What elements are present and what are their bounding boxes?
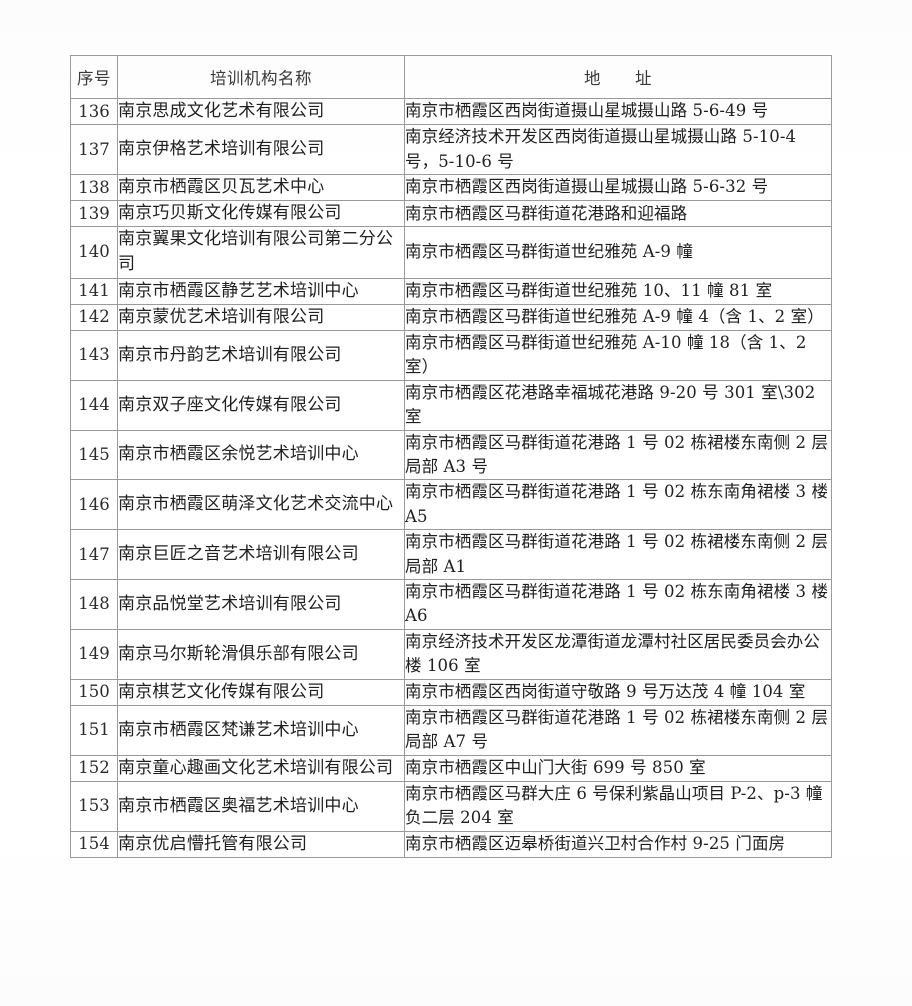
cell-institution-name: 南京市栖霞区静艺艺术培训中心 — [117, 277, 405, 305]
cell-institution-name: 南京马尔斯轮滑俱乐部有限公司 — [117, 628, 405, 680]
cell-address: 南京市栖霞区西岗街道守敬路 9 号万达茂 4 幢 104 室 — [404, 678, 832, 706]
cell-sequence: 143 — [70, 329, 118, 381]
cell-institution-name: 南京童心趣画文化艺术培训有限公司 — [117, 754, 405, 782]
column-header-sequence: 序号 — [70, 55, 118, 99]
table-row: 150 南京棋艺文化传媒有限公司 南京市栖霞区西岗街道守敬路 9 号万达茂 4 幢 … — [70, 678, 832, 706]
cell-institution-name: 南京棋艺文化传媒有限公司 — [117, 678, 405, 706]
cell-address: 南京经济技术开发区西岗街道摄山星城摄山路 5-10-4 号，5-10-6 号 — [404, 124, 832, 175]
cell-institution-name: 南京伊格艺术培训有限公司 — [117, 124, 405, 175]
table-row: 154 南京优启懵托管有限公司 南京市栖霞区迈皋桥街道兴卫村合作村 9-25 门面房 — [70, 830, 832, 858]
cell-sequence: 141 — [70, 277, 118, 305]
cell-sequence: 149 — [70, 628, 118, 680]
cell-address: 南京经济技术开发区龙潭街道龙潭村社区居民委员会办公楼 106 室 — [404, 628, 832, 680]
table-row: 148 南京品悦堂艺术培训有限公司 南京市栖霞区马群街道花港路 1 号 02 栋东南… — [70, 578, 832, 630]
cell-address: 南京市栖霞区马群街道花港路 1 号 02 栋裙楼东南侧 2 层局部 A1 — [404, 529, 832, 580]
table-row: 136 南京思成文化艺术有限公司 南京市栖霞区西岗街道摄山星城摄山路 5-6-49 … — [70, 97, 832, 126]
column-header-address: 地址 — [404, 55, 832, 99]
table-row: 152 南京童心趣画文化艺术培训有限公司 南京市栖霞区中山门大街 699 号 850… — [70, 754, 832, 782]
cell-institution-name: 南京市丹韵艺术培训有限公司 — [117, 329, 405, 381]
cell-address: 南京市栖霞区马群街道花港路和迎福路 — [404, 200, 832, 228]
cell-institution-name: 南京翼果文化培训有限公司第二分公司 — [117, 226, 405, 279]
cell-sequence: 147 — [70, 529, 118, 580]
address-header-left: 地 — [584, 69, 601, 88]
table-header-row: 序号 培训机构名称 地址 — [70, 55, 832, 99]
cell-address: 南京市栖霞区中山门大街 699 号 850 室 — [404, 754, 832, 782]
cell-institution-name: 南京市栖霞区余悦艺术培训中心 — [117, 429, 405, 481]
cell-address: 南京市栖霞区马群大庄 6 号保利紫晶山项目 P-2、p-3 幢负二层 204 室 — [404, 780, 832, 832]
cell-institution-name: 南京巨匠之音艺术培训有限公司 — [117, 529, 405, 580]
table-row: 141 南京市栖霞区静艺艺术培训中心 南京市栖霞区马群街道世纪雅苑 10、11 幢 … — [70, 277, 832, 305]
table-row: 138 南京市栖霞区贝瓦艺术中心 南京市栖霞区西岗街道摄山星城摄山路 5-6-32 … — [70, 173, 832, 202]
cell-sequence: 140 — [70, 226, 118, 279]
address-header-right: 址 — [635, 69, 652, 88]
cell-address: 南京市栖霞区花港路幸福城花港路 9-20 号 301 室\302 室 — [404, 379, 832, 431]
table-row: 151 南京市栖霞区梵谦艺术培训中心 南京市栖霞区马群街道花港路 1 号 02 栋裙… — [70, 704, 832, 756]
cell-sequence: 152 — [70, 754, 118, 782]
table-body: 136 南京思成文化艺术有限公司 南京市栖霞区西岗街道摄山星城摄山路 5-6-49 … — [70, 97, 832, 858]
cell-institution-name: 南京市栖霞区梵谦艺术培训中心 — [117, 704, 405, 756]
cell-address: 南京市栖霞区马群街道花港路 1 号 02 栋东南角裙楼 3 楼 A5 — [404, 479, 832, 531]
table-row: 140 南京翼果文化培训有限公司第二分公司 南京市栖霞区马群街道世纪雅苑 A-9 幢 — [70, 226, 832, 279]
table-row: 137 南京伊格艺术培训有限公司 南京经济技术开发区西岗街道摄山星城摄山路 5-10… — [70, 124, 832, 175]
cell-sequence: 136 — [70, 97, 118, 126]
cell-address: 南京市栖霞区马群街道花港路 1 号 02 栋裙楼东南侧 2 层局部 A7 号 — [404, 704, 832, 756]
cell-address: 南京市栖霞区马群街道世纪雅苑 10、11 幢 81 室 — [404, 277, 832, 305]
training-institutions-table: 序号 培训机构名称 地址 136 南京思成文化艺术有限公司 南京市栖霞区西岗街道摄山… — [70, 55, 832, 858]
cell-sequence: 153 — [70, 780, 118, 832]
cell-institution-name: 南京优启懵托管有限公司 — [117, 830, 405, 858]
cell-sequence: 150 — [70, 678, 118, 706]
cell-sequence: 138 — [70, 173, 118, 202]
table-row: 147 南京巨匠之音艺术培训有限公司 南京市栖霞区马群街道花港路 1 号 02 栋裙… — [70, 529, 832, 580]
cell-sequence: 151 — [70, 704, 118, 756]
table-header: 序号 培训机构名称 地址 — [70, 55, 832, 99]
cell-institution-name: 南京市栖霞区萌泽文化艺术交流中心 — [117, 479, 405, 531]
table-row: 144 南京双子座文化传媒有限公司 南京市栖霞区花港路幸福城花港路 9-20 号 3… — [70, 379, 832, 431]
cell-institution-name: 南京市栖霞区贝瓦艺术中心 — [117, 173, 405, 202]
cell-address: 南京市栖霞区马群街道世纪雅苑 A-9 幢 — [404, 226, 832, 279]
cell-address: 南京市栖霞区迈皋桥街道兴卫村合作村 9-25 门面房 — [404, 830, 832, 858]
cell-institution-name: 南京双子座文化传媒有限公司 — [117, 379, 405, 431]
cell-sequence: 148 — [70, 578, 118, 630]
table-row: 139 南京巧贝斯文化传媒有限公司 南京市栖霞区马群街道花港路和迎福路 — [70, 200, 832, 228]
training-institutions-table-wrapper: 序号 培训机构名称 地址 136 南京思成文化艺术有限公司 南京市栖霞区西岗街道摄山… — [70, 55, 832, 858]
cell-address: 南京市栖霞区马群街道花港路 1 号 02 栋东南角裙楼 3 楼 A6 — [404, 578, 832, 630]
cell-sequence: 142 — [70, 303, 118, 331]
cell-address: 南京市栖霞区马群街道世纪雅苑 A-9 幢 4（含 1、2 室） — [404, 303, 832, 331]
cell-sequence: 145 — [70, 429, 118, 481]
cell-address: 南京市栖霞区马群街道花港路 1 号 02 栋裙楼东南侧 2 层局部 A3 号 — [404, 429, 832, 481]
table-row: 145 南京市栖霞区余悦艺术培训中心 南京市栖霞区马群街道花港路 1 号 02 栋裙… — [70, 429, 832, 481]
cell-sequence: 154 — [70, 830, 118, 858]
cell-institution-name: 南京巧贝斯文化传媒有限公司 — [117, 200, 405, 228]
cell-institution-name: 南京思成文化艺术有限公司 — [117, 97, 405, 126]
cell-address: 南京市栖霞区马群街道世纪雅苑 A-10 幢 18（含 1、2 室） — [404, 329, 832, 381]
table-row: 149 南京马尔斯轮滑俱乐部有限公司 南京经济技术开发区龙潭街道龙潭村社区居民委员会… — [70, 628, 832, 680]
column-header-institution-name: 培训机构名称 — [117, 55, 405, 99]
cell-address: 南京市栖霞区西岗街道摄山星城摄山路 5-6-49 号 — [404, 97, 832, 126]
cell-institution-name: 南京品悦堂艺术培训有限公司 — [117, 578, 405, 630]
cell-sequence: 144 — [70, 379, 118, 431]
cell-sequence: 139 — [70, 200, 118, 228]
table-row: 142 南京蒙优艺术培训有限公司 南京市栖霞区马群街道世纪雅苑 A-9 幢 4（含 … — [70, 303, 832, 331]
table-row: 153 南京市栖霞区奥福艺术培训中心 南京市栖霞区马群大庄 6 号保利紫晶山项目 P… — [70, 780, 832, 832]
cell-sequence: 137 — [70, 124, 118, 175]
table-row: 143 南京市丹韵艺术培训有限公司 南京市栖霞区马群街道世纪雅苑 A-10 幢 18… — [70, 329, 832, 381]
cell-institution-name: 南京市栖霞区奥福艺术培训中心 — [117, 780, 405, 832]
cell-sequence: 146 — [70, 479, 118, 531]
cell-institution-name: 南京蒙优艺术培训有限公司 — [117, 303, 405, 331]
cell-address: 南京市栖霞区西岗街道摄山星城摄山路 5-6-32 号 — [404, 173, 832, 202]
table-row: 146 南京市栖霞区萌泽文化艺术交流中心 南京市栖霞区马群街道花港路 1 号 02 … — [70, 479, 832, 531]
